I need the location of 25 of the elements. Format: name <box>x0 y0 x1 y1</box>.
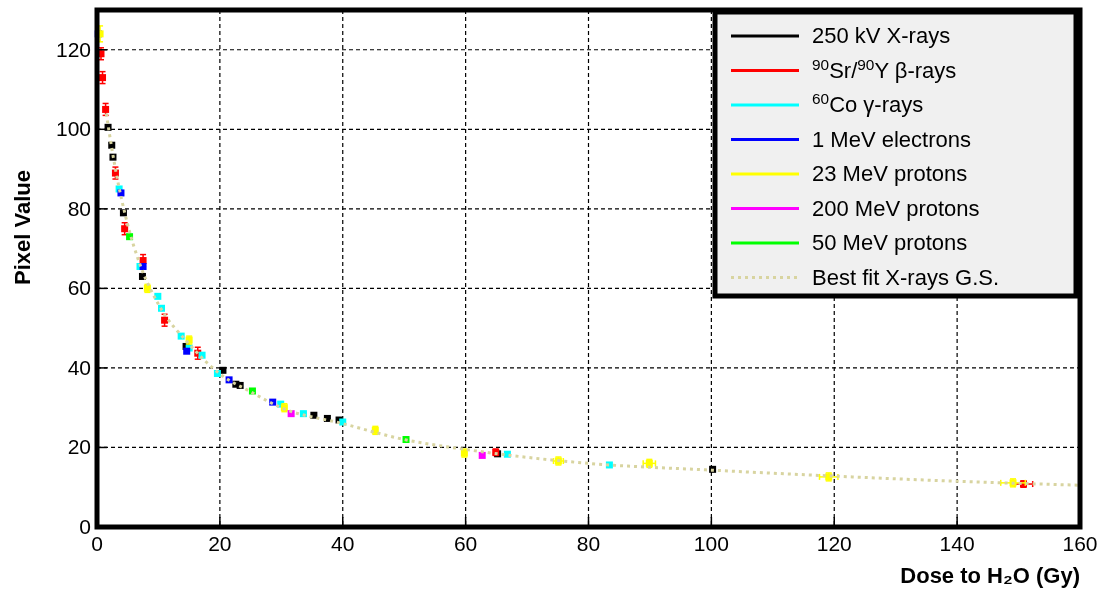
x-axis-title: Dose to H₂O (Gy) <box>900 563 1080 588</box>
x-tick-label: 40 <box>331 532 355 555</box>
legend-label: 200 MeV protons <box>812 195 980 221</box>
x-tick-label: 100 <box>693 532 729 555</box>
legend-label: 23 MeV protons <box>812 161 968 186</box>
y-tick-label: 0 <box>79 515 91 538</box>
legend-label: 50 MeV protons <box>812 230 968 255</box>
legend-label: Best fit X-rays G.S. <box>812 264 1000 290</box>
y-tick-label: 20 <box>67 435 91 459</box>
x-tick-label: 20 <box>208 532 232 555</box>
x-tick-label: 120 <box>816 532 852 555</box>
legend-label: 250 kV X-rays <box>812 23 951 48</box>
y-tick-label: 60 <box>67 276 91 300</box>
y-tick-label: 40 <box>67 355 91 379</box>
x-tick-label: 140 <box>939 532 975 555</box>
y-axis-title: Pixel Value <box>10 170 35 285</box>
legend-label: $^{90}$Sr/$^{90}$Y β-rays <box>812 55 957 83</box>
x-tick-label: 60 <box>453 532 478 555</box>
y-tick-label: 120 <box>55 37 91 61</box>
x-tick-label: 160 <box>1062 532 1098 555</box>
x-tick-label: 80 <box>576 532 601 555</box>
legend-label: $^{60}$Co γ-rays <box>812 89 924 117</box>
y-tick-label: 100 <box>55 117 91 141</box>
legend-label: 1 MeV electrons <box>812 126 971 152</box>
y-tick-label: 80 <box>67 196 91 220</box>
